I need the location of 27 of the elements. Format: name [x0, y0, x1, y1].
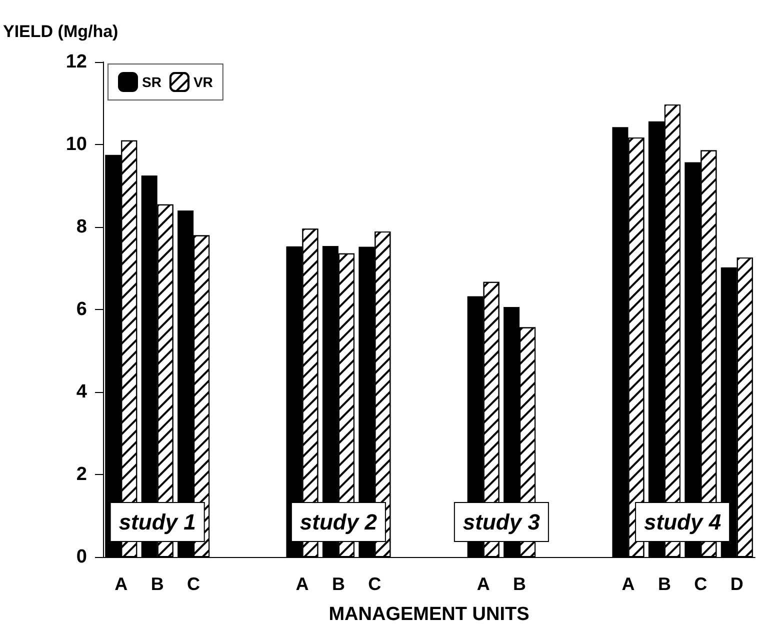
x-axis-title: MANAGEMENT UNITS: [328, 604, 530, 625]
y-tick-label: 6: [76, 299, 87, 320]
x-tick-label: D: [730, 574, 744, 594]
y-tick-label: 12: [66, 52, 87, 72]
x-tick-label: A: [296, 574, 309, 594]
annotation: study 4: [644, 510, 722, 534]
legend-label: VR: [193, 74, 213, 90]
x-tick-label: B: [513, 574, 526, 594]
x-tick-label: A: [114, 574, 128, 594]
x-tick-label: B: [658, 574, 671, 594]
y-tick-label: 0: [76, 546, 87, 568]
annotation: study 1: [118, 510, 196, 534]
y-axis-title: YIELD (Mg/ha): [3, 22, 118, 41]
x-tick-label: C: [368, 574, 382, 594]
y-tick-label: 2: [76, 464, 87, 485]
y-tick-label: 4: [76, 382, 88, 402]
x-tick-label: C: [187, 574, 200, 594]
y-tick-label: 10: [66, 134, 87, 155]
x-tick-label: B: [150, 574, 164, 594]
y-tick-label: 8: [76, 216, 87, 238]
annotation: study 3: [462, 510, 540, 534]
annotation: study 2: [300, 510, 378, 534]
x-tick-label: A: [476, 574, 490, 594]
x-tick-label: A: [622, 574, 635, 594]
legend-label: SR: [142, 74, 162, 90]
x-tick-label: C: [694, 574, 708, 594]
x-tick-label: B: [332, 574, 345, 594]
